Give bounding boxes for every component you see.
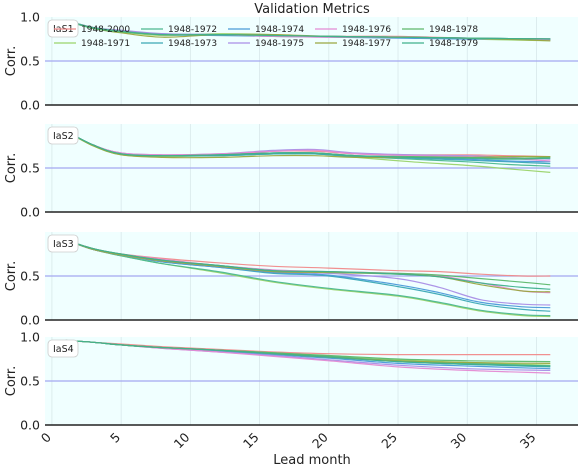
legend-label: 1948-1977 (342, 39, 391, 49)
y-tick-label: 0.0 (20, 418, 40, 433)
y-tick-label: 0.0 (20, 98, 40, 113)
y-tick-label: 0.5 (20, 54, 40, 69)
panel-label: IaS2 (53, 131, 74, 142)
y-tick-label: 0.5 (20, 161, 40, 176)
panels-layer: 0.00.51.0Corr.IaS10.00.5Corr.IaS20.00.5C… (4, 10, 578, 433)
series-line-1948-1977 (65, 239, 551, 293)
y-tick-label: 0.5 (20, 269, 40, 284)
panel-label-background (47, 126, 79, 145)
x-tick-label: 15 (240, 430, 262, 452)
legend-label: 1948-1975 (255, 39, 304, 49)
legend-label: 1948-2000 (81, 25, 130, 35)
series-line-1948-1972 (65, 239, 551, 317)
x-tick-label: 10 (171, 429, 193, 451)
legend-label: 1948-1973 (168, 39, 217, 49)
legend-label: 1948-1972 (168, 25, 217, 35)
y-tick-label: 0.0 (20, 205, 40, 220)
series-line-1948-1979 (65, 339, 551, 367)
y-axis-label: Corr. (4, 366, 19, 396)
x-tick-label: 5 (107, 430, 123, 446)
y-axis-label: Corr. (4, 46, 19, 76)
y-axis-label: Corr. (4, 153, 19, 183)
panel-label-background (47, 339, 79, 358)
legend-label: 1948-1974 (255, 25, 304, 35)
panel-label: IaS4 (53, 344, 74, 355)
x-tick-label: 0 (38, 429, 54, 445)
y-tick-label: 1.0 (20, 10, 40, 25)
legend-label: 1948-1971 (81, 39, 130, 49)
x-tick-label: 30 (448, 429, 470, 451)
panel-label-box: IaS3 (47, 234, 79, 253)
series-line-1948-1976 (65, 130, 551, 162)
x-axis-label: Lead month (273, 453, 351, 468)
panel-label-box: IaS4 (47, 339, 79, 358)
series-line-1948-1979 (65, 19, 551, 40)
x-tick-label: 35 (517, 430, 539, 452)
y-tick-label: 0.5 (20, 374, 40, 389)
legend-label: 1948-1979 (429, 39, 478, 49)
x-tick-label: 20 (309, 429, 331, 451)
x-tick-label: 25 (378, 430, 400, 452)
chart-title: Validation Metrics (254, 2, 370, 17)
y-tick-label: 0.0 (20, 313, 40, 328)
legend-label: 1948-1976 (342, 25, 391, 35)
legend: 1948-2000 1948-1971 1948-1972 1948-1973 1948… (54, 25, 478, 49)
panel-label: IaS3 (53, 239, 74, 250)
panel-label-box: IaS2 (47, 126, 79, 145)
series-line-1948-1979 (65, 239, 551, 290)
panel-4: 0.0 0.5 1.0 Corr. IaS4 (4, 330, 578, 433)
legend-label: 1948-1978 (429, 25, 478, 35)
panel-label-background (47, 234, 79, 253)
series-line-1948-1979 (65, 130, 551, 160)
y-tick-label: 1.0 (20, 330, 40, 345)
x-tick-labels: 0 5 10 15 20 25 30 35 (38, 429, 539, 451)
y-axis-label: Corr. (4, 261, 19, 291)
